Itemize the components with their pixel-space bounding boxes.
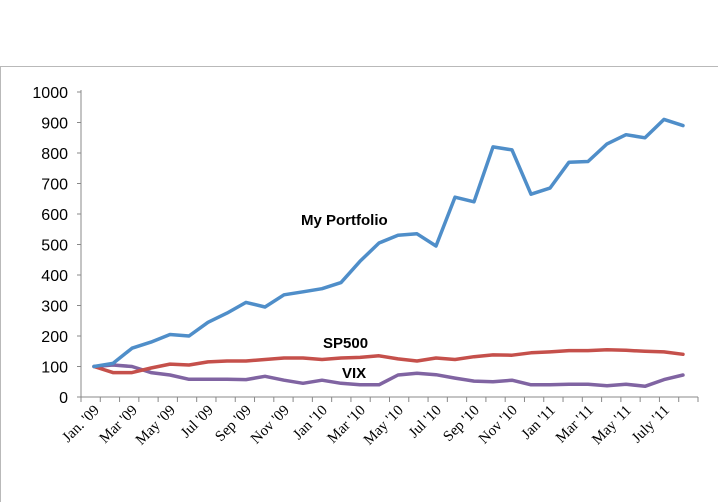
- series-line-sp500: [94, 350, 683, 373]
- series-line-vix: [94, 365, 683, 386]
- x-tick-label: Jan. '09: [60, 403, 103, 446]
- y-tick-label: 1000: [32, 85, 68, 102]
- x-tick-label: May '10: [361, 403, 407, 449]
- x-tick-label: July '11: [629, 403, 673, 447]
- x-tick-label: Jul '10: [406, 403, 445, 442]
- y-tick-label: 200: [41, 329, 68, 346]
- x-tick-label: Sep '09: [212, 403, 254, 445]
- series-line-my-portfolio: [94, 119, 683, 366]
- x-tick-label: May '09: [133, 403, 179, 449]
- line-chart: 0 100 200 300 400 500 600 700 800 900 1000 Jan. '09…: [1, 67, 718, 503]
- y-tick-label: 900: [41, 116, 68, 133]
- series-label-sp500: SP500: [323, 335, 368, 352]
- x-tick-label: Nov '09: [248, 403, 293, 448]
- y-tick-label: 800: [41, 146, 68, 163]
- series-label-my-portfolio: My Portfolio: [301, 212, 388, 229]
- x-tick-label: Jul '09: [178, 403, 217, 442]
- y-tick-label: 100: [41, 360, 68, 377]
- y-tick-label: 700: [41, 177, 68, 194]
- y-tick-label: 500: [41, 238, 68, 255]
- y-tick-label: 300: [41, 299, 68, 316]
- y-tick-label: 600: [41, 207, 68, 224]
- x-tick-label: Jan '10: [290, 403, 331, 444]
- x-tick-label: Jan '11: [519, 403, 559, 443]
- y-tick-label: 0: [59, 390, 68, 407]
- x-tick-label: Mar '10: [325, 403, 369, 447]
- x-tick-label: Nov '10: [476, 403, 521, 448]
- chart-area: 0 100 200 300 400 500 600 700 800 900 1000 Jan. '09…: [0, 66, 718, 502]
- x-tick-label: Mar '09: [97, 403, 141, 447]
- x-tick-label: May '11: [589, 403, 635, 449]
- x-tick-label: Sep '10: [440, 403, 482, 445]
- y-tick-label: 400: [41, 268, 68, 285]
- x-tick-label: Mar '11: [553, 403, 597, 447]
- series-label-vix: VIX: [342, 365, 366, 382]
